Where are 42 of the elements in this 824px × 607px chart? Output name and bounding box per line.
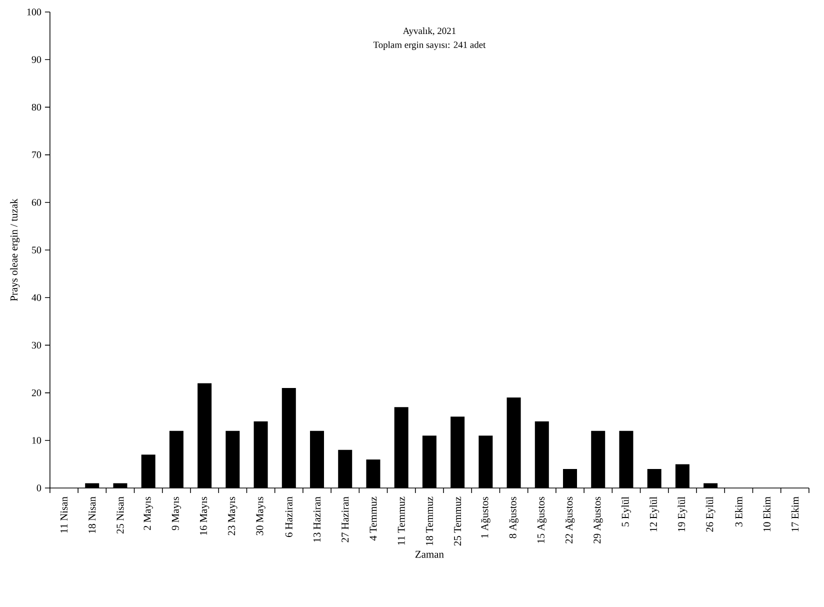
x-tick-label: 11 Temmuz bbox=[398, 496, 405, 545]
x-tick-label: 30 Mayıs bbox=[256, 496, 266, 536]
y-tick-label: 40 bbox=[32, 294, 42, 301]
x-tick-label: 3 Ekim bbox=[735, 496, 742, 527]
y-tick-label: 100 bbox=[27, 8, 42, 16]
x-tick-label: 16 Mayıs bbox=[200, 496, 210, 535]
x-tick-label: 6 Haziran bbox=[285, 496, 292, 537]
y-tick-label: 90 bbox=[32, 56, 42, 63]
x-tick-label: 8 Ağustos bbox=[509, 496, 518, 538]
x-tick-label: 1 Ağustos bbox=[480, 496, 490, 538]
y-tick-label: 30 bbox=[32, 342, 42, 349]
y-tick-label: 0 bbox=[36, 484, 42, 492]
y-tick-label: 70 bbox=[32, 151, 42, 158]
x-tick-label: 12 Eylül bbox=[650, 496, 660, 532]
x-tick-label: 25 Temmuz bbox=[454, 496, 462, 546]
x-tick-label: 13 Haziran bbox=[313, 496, 321, 542]
y-tick-label: 20 bbox=[32, 389, 42, 396]
x-tick-label: 10 Ekim bbox=[763, 496, 770, 532]
x-tick-label: 23 Mayıs bbox=[228, 496, 238, 536]
y-tick-label: 10 bbox=[32, 437, 42, 444]
x-tick-label: 4 Temmuz bbox=[370, 496, 377, 541]
x-tick-label: 22 Ağustos bbox=[565, 496, 575, 544]
x-tick-label: 19 Eylül bbox=[678, 496, 688, 532]
x-tick-label: 15 Ağustos bbox=[537, 496, 547, 543]
y-tick-label: 80 bbox=[32, 104, 42, 111]
y-tick-label: 60 bbox=[32, 199, 42, 206]
x-tick-label: 17 Ekim bbox=[791, 496, 799, 532]
x-tick-label: 26 Eylül bbox=[706, 496, 716, 532]
x-tick-label: 5 Eylül bbox=[621, 496, 631, 526]
x-tick-label: 18 Temmuz bbox=[426, 496, 433, 546]
x-tick-label: 27 Haziran bbox=[342, 496, 349, 542]
x-tick-label: 9 Mayıs bbox=[172, 496, 182, 530]
text: Toplam ergin sayısı: 241 adet bbox=[373, 41, 486, 50]
y-tick-label: 50 bbox=[32, 246, 42, 254]
x-tick-label: 11 Nisan bbox=[60, 496, 68, 533]
y-axis-title: Prays oleae ergin / tuzak bbox=[10, 198, 20, 302]
x-tick-label: 2 Mayıs bbox=[144, 496, 153, 530]
text: Ayvalık, 2021 bbox=[402, 27, 456, 36]
x-tick-label: 29 Ağustos bbox=[593, 496, 603, 544]
x-tick-label: 25 Nisan bbox=[116, 496, 124, 534]
x-tick-label: 18 Nisan bbox=[88, 496, 96, 534]
x-axis-title: Zaman bbox=[415, 550, 444, 558]
